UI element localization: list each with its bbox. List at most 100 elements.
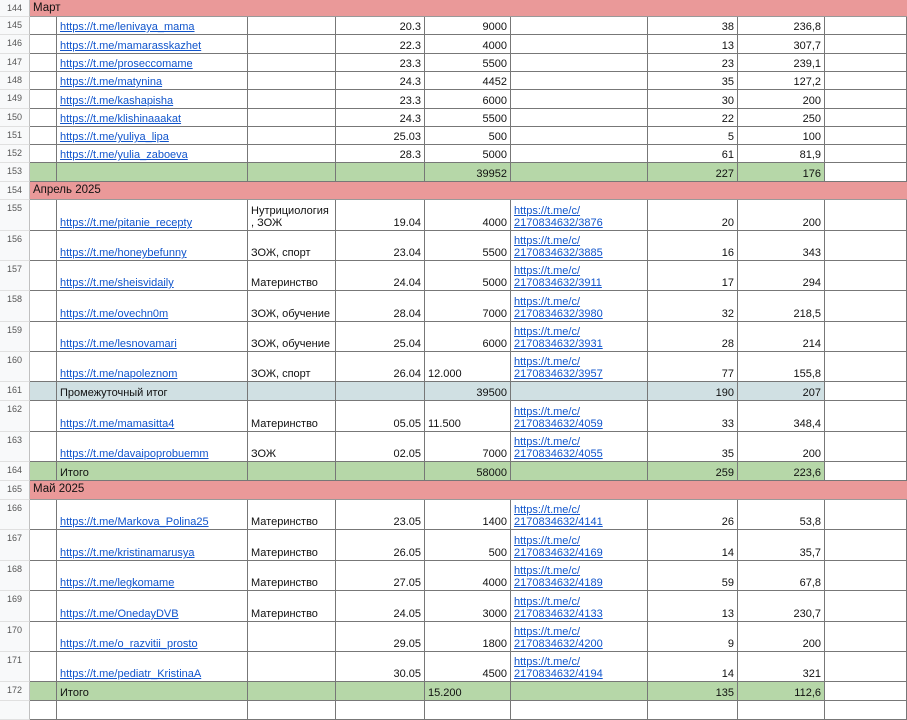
post-link-cell[interactable] (511, 701, 648, 720)
category-cell[interactable] (248, 145, 336, 163)
post-link-cell[interactable] (511, 72, 648, 90)
channel-link-cell[interactable]: https://t.me/mamasitta4 (57, 401, 248, 432)
value-cell[interactable]: 127,2 (738, 72, 825, 90)
date-cell[interactable]: 23.3 (336, 54, 425, 72)
category-cell[interactable] (248, 701, 336, 720)
value-cell[interactable]: 343 (738, 231, 825, 261)
row-number[interactable]: 153 (0, 163, 30, 182)
extra-cell[interactable] (825, 127, 907, 145)
count-cell[interactable]: 22 (648, 109, 738, 127)
amount-cell[interactable]: 7000 (425, 291, 511, 322)
category-cell[interactable]: Материнство (248, 401, 336, 432)
count-cell[interactable]: 38 (648, 17, 738, 35)
channel-link-cell[interactable]: Промежуточный итог (57, 382, 248, 401)
post-link-cell[interactable] (511, 682, 648, 701)
amount-cell[interactable]: 500 (425, 530, 511, 561)
post-link-cell[interactable]: https://t.me/c/2170834632/3931 (511, 322, 648, 352)
row-number[interactable]: 166 (0, 500, 30, 530)
amount-cell[interactable]: 11.500 (425, 401, 511, 432)
post-link-cell[interactable] (511, 145, 648, 163)
count-cell[interactable]: 77 (648, 352, 738, 382)
col-a-cell[interactable] (30, 432, 57, 462)
extra-cell[interactable] (825, 561, 907, 591)
count-cell[interactable]: 61 (648, 145, 738, 163)
extra-cell[interactable] (825, 652, 907, 682)
date-cell[interactable]: 23.04 (336, 231, 425, 261)
date-cell[interactable]: 24.04 (336, 261, 425, 291)
post-link[interactable]: https://t.me/c/2170834632/3931 (514, 326, 644, 350)
count-cell[interactable]: 32 (648, 291, 738, 322)
post-link-cell[interactable] (511, 163, 648, 182)
col-a-cell[interactable] (30, 622, 57, 652)
count-cell[interactable]: 190 (648, 382, 738, 401)
channel-link-cell[interactable] (57, 701, 248, 720)
channel-link[interactable]: https://t.me/pediatr_KristinaA (60, 668, 202, 680)
post-link[interactable]: https://t.me/c/2170834632/4133 (514, 596, 644, 620)
month-header[interactable]: Март (30, 0, 907, 17)
post-link-cell[interactable]: https://t.me/c/2170834632/4141 (511, 500, 648, 530)
amount-cell[interactable]: 5500 (425, 109, 511, 127)
category-cell[interactable]: Материнство (248, 591, 336, 622)
channel-link[interactable]: https://t.me/mamasitta4 (60, 418, 175, 430)
count-cell[interactable]: 23 (648, 54, 738, 72)
category-cell[interactable] (248, 17, 336, 35)
post-link[interactable]: https://t.me/c/2170834632/3876 (514, 205, 644, 229)
col-a-cell[interactable] (30, 261, 57, 291)
date-cell[interactable]: 24.3 (336, 72, 425, 90)
date-cell[interactable]: 02.05 (336, 432, 425, 462)
channel-link[interactable]: https://t.me/o_razvitii_prosto (60, 638, 198, 650)
amount-cell[interactable]: 58000 (425, 462, 511, 481)
channel-link-cell[interactable]: https://t.me/napoleznom (57, 352, 248, 382)
value-cell[interactable]: 307,7 (738, 35, 825, 54)
channel-link[interactable]: https://t.me/pitanie_recepty (60, 217, 193, 229)
channel-link-cell[interactable]: https://t.me/legkomame (57, 561, 248, 591)
value-cell[interactable]: 176 (738, 163, 825, 182)
row-number[interactable]: 155 (0, 200, 30, 231)
channel-link[interactable]: https://t.me/OnedayDVB (60, 608, 179, 620)
post-link-cell[interactable]: https://t.me/c/2170834632/3980 (511, 291, 648, 322)
post-link-cell[interactable]: https://t.me/c/2170834632/3885 (511, 231, 648, 261)
row-number[interactable]: 151 (0, 127, 30, 145)
post-link-cell[interactable]: https://t.me/c/2170834632/4194 (511, 652, 648, 682)
row-number[interactable]: 162 (0, 401, 30, 432)
extra-cell[interactable] (825, 382, 907, 401)
channel-link-cell[interactable]: https://t.me/mamarasskazhet (57, 35, 248, 54)
post-link[interactable]: https://t.me/c/2170834632/3885 (514, 235, 644, 259)
channel-link-cell[interactable]: https://t.me/pediatr_KristinaA (57, 652, 248, 682)
value-cell[interactable]: 207 (738, 382, 825, 401)
value-cell[interactable]: 223,6 (738, 462, 825, 481)
col-a-cell[interactable] (30, 652, 57, 682)
count-cell[interactable]: 59 (648, 561, 738, 591)
extra-cell[interactable] (825, 682, 907, 701)
channel-link[interactable]: https://t.me/kristinamarusya (60, 547, 195, 559)
post-link-cell[interactable] (511, 54, 648, 72)
extra-cell[interactable] (825, 622, 907, 652)
category-cell[interactable]: ЗОЖ, обучение (248, 322, 336, 352)
date-cell[interactable]: 22.3 (336, 35, 425, 54)
extra-cell[interactable] (825, 322, 907, 352)
date-cell[interactable]: 25.04 (336, 322, 425, 352)
date-cell[interactable]: 28.04 (336, 291, 425, 322)
amount-cell[interactable]: 5000 (425, 261, 511, 291)
post-link-cell[interactable]: https://t.me/c/2170834632/4133 (511, 591, 648, 622)
extra-cell[interactable] (825, 109, 907, 127)
post-link-cell[interactable]: https://t.me/c/2170834632/4169 (511, 530, 648, 561)
extra-cell[interactable] (825, 145, 907, 163)
extra-cell[interactable] (825, 163, 907, 182)
post-link-cell[interactable] (511, 462, 648, 481)
category-cell[interactable] (248, 682, 336, 701)
category-cell[interactable] (248, 54, 336, 72)
row-number[interactable]: 169 (0, 591, 30, 622)
channel-link[interactable]: https://t.me/yulia_zaboeva (60, 149, 188, 161)
channel-link-cell[interactable]: https://t.me/Markova_Polina25 (57, 500, 248, 530)
extra-cell[interactable] (825, 401, 907, 432)
value-cell[interactable]: 348,4 (738, 401, 825, 432)
value-cell[interactable]: 236,8 (738, 17, 825, 35)
channel-link[interactable]: https://t.me/matynina (60, 76, 163, 88)
channel-link-cell[interactable]: Итого (57, 682, 248, 701)
value-cell[interactable]: 239,1 (738, 54, 825, 72)
post-link-cell[interactable]: https://t.me/c/2170834632/4059 (511, 401, 648, 432)
row-number[interactable]: 165 (0, 481, 30, 500)
channel-link[interactable]: https://t.me/napoleznom (60, 368, 178, 380)
category-cell[interactable] (248, 163, 336, 182)
